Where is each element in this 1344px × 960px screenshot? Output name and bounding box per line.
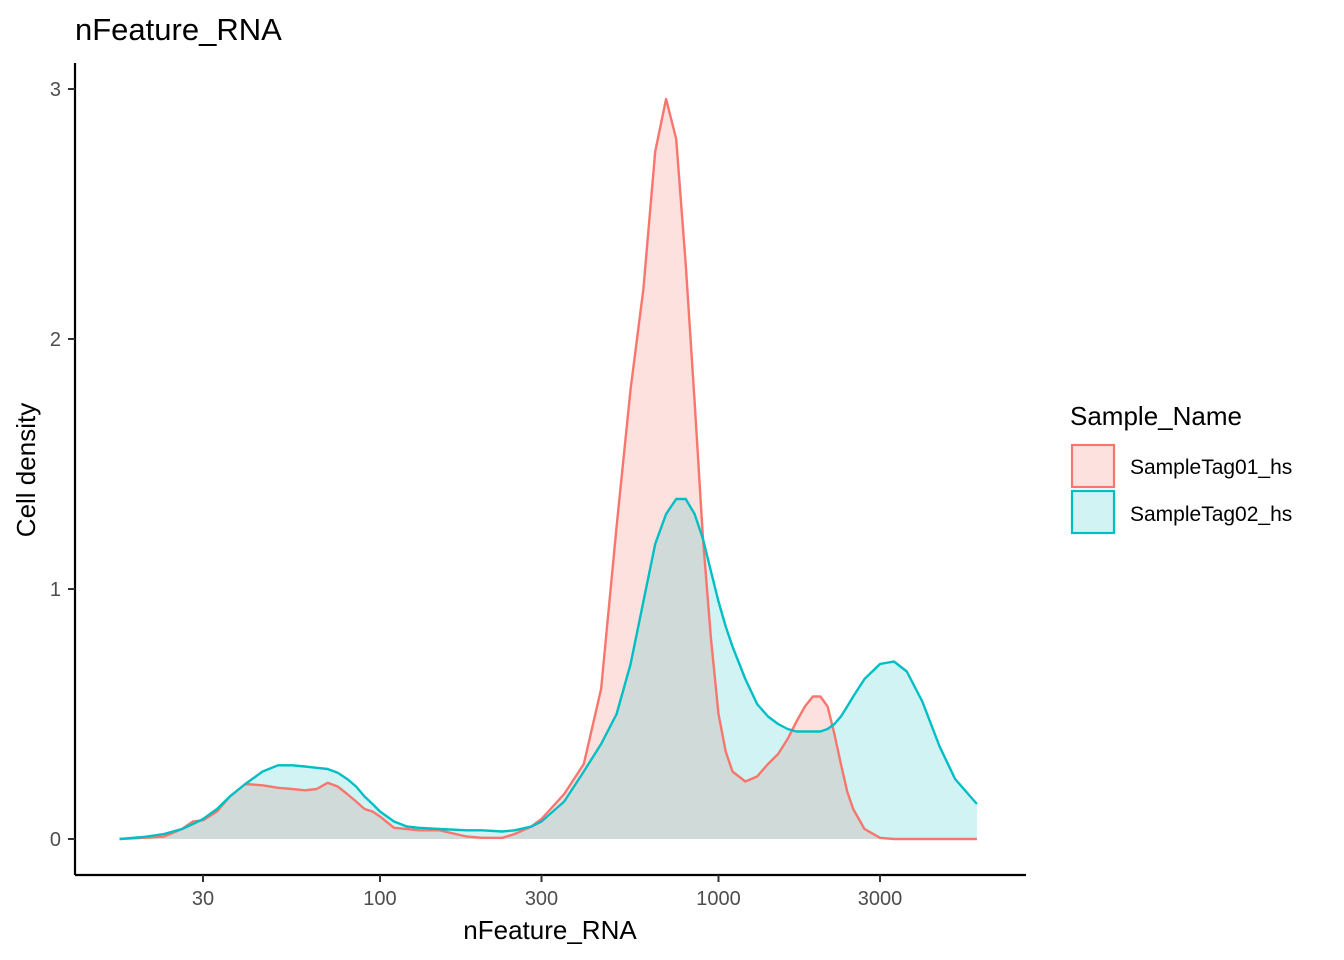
y-tick-label: 3	[50, 79, 61, 101]
y-axis-title: Cell density	[11, 403, 41, 537]
y-tick-label: 1	[50, 579, 61, 601]
x-axis-title: nFeature_RNA	[463, 915, 637, 945]
legend-label-sampletag01: SampleTag01_hs	[1130, 456, 1292, 479]
density-area-2	[119, 499, 977, 839]
density-line-2	[119, 497, 978, 841]
x-ticks: 30 100 300 1000 3000	[192, 875, 902, 910]
x-tick-label: 100	[363, 888, 396, 910]
plot-panel: 0 1 2 3 30 100 300 1000 3000	[50, 63, 1026, 910]
x-tick-label: 300	[525, 888, 558, 910]
x-tick-label: 3000	[858, 888, 903, 910]
series-layer	[119, 97, 978, 841]
legend-title: Sample_Name	[1070, 401, 1242, 431]
chart-title: nFeature_RNA	[75, 12, 282, 47]
y-tick-label: 0	[50, 829, 61, 851]
y-tick-label: 2	[50, 329, 61, 351]
legend-key-sampletag01	[1070, 443, 1116, 489]
x-tick-label: 1000	[696, 888, 741, 910]
legend-key-sampletag02	[1070, 489, 1116, 535]
legend-label-sampletag02: SampleTag02_hs	[1130, 503, 1292, 526]
x-tick-label: 30	[192, 888, 214, 910]
y-ticks: 0 1 2 3	[50, 79, 75, 851]
legend: Sample_Name SampleTag01_hs SampleTag02_h…	[1070, 401, 1292, 535]
